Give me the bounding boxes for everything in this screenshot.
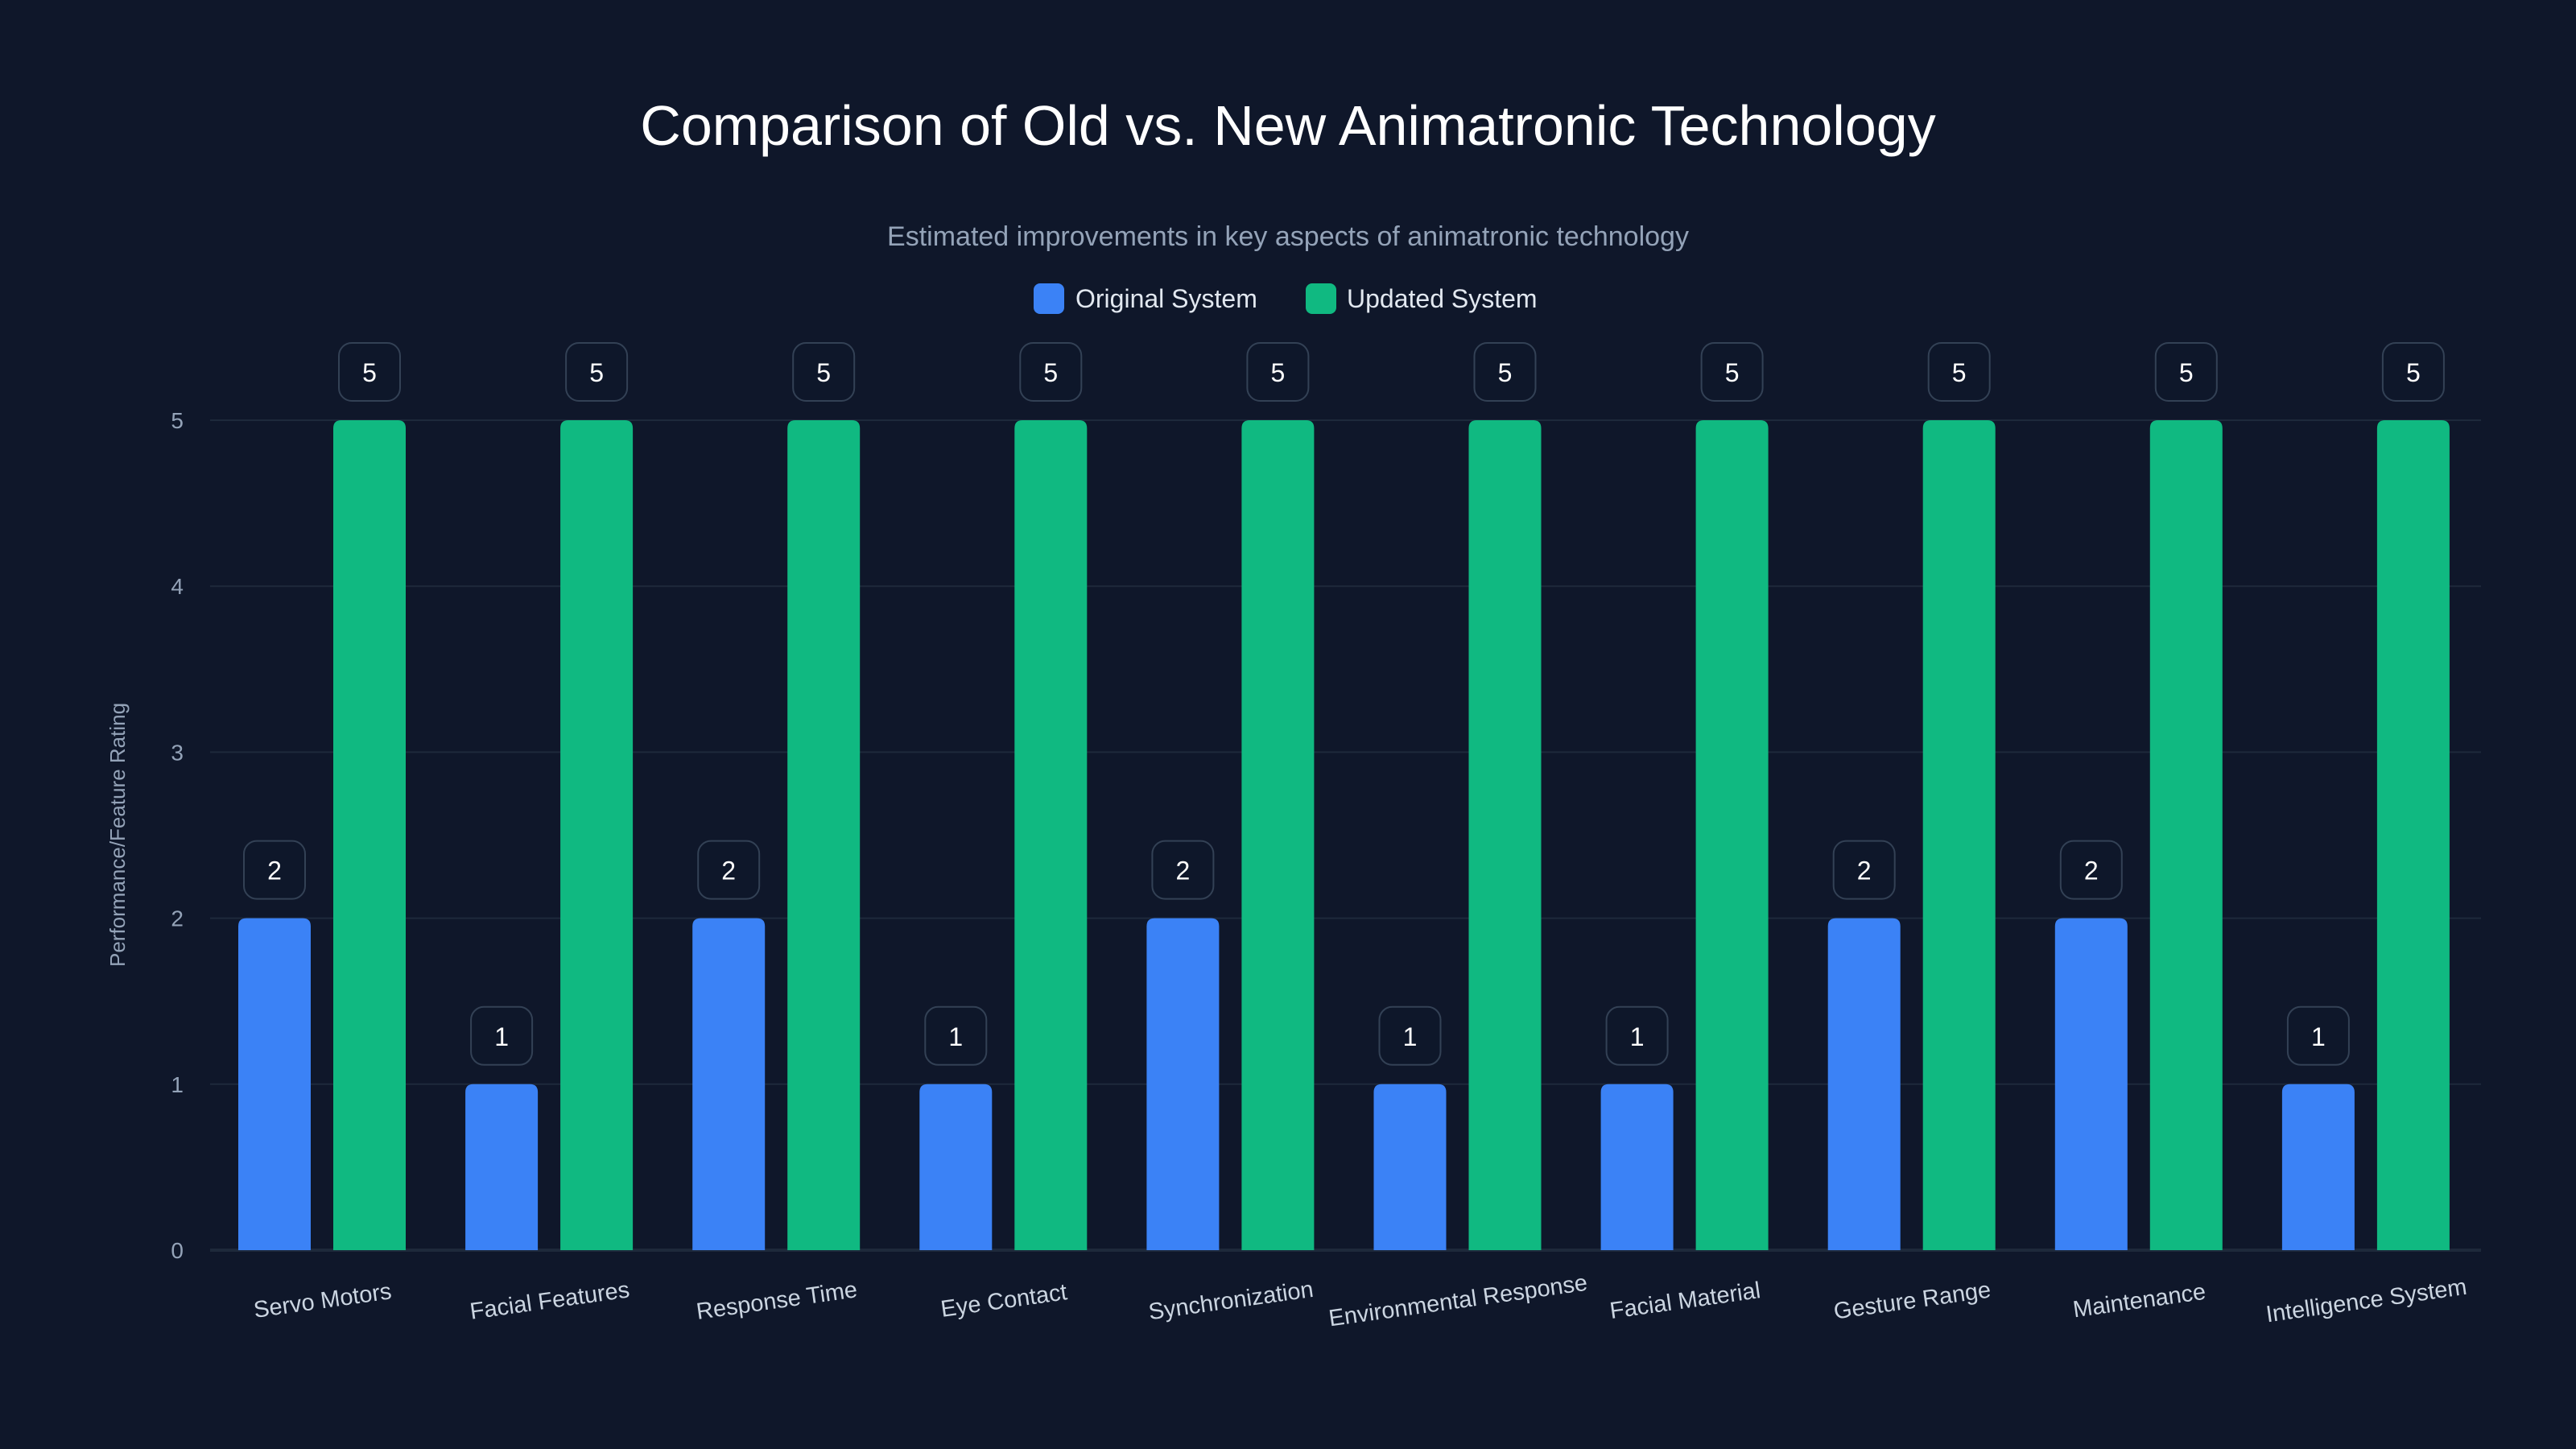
data-label: 2 <box>243 840 306 900</box>
data-label-box <box>1019 342 1083 402</box>
data-label-value: 2 <box>1176 857 1191 886</box>
bar-original[interactable] <box>1827 918 1901 1250</box>
data-label: 2 <box>1832 840 1896 900</box>
data-label: 5 <box>2154 342 2218 402</box>
data-label-value: 5 <box>1043 358 1058 387</box>
legend-label-original[interactable]: Original System <box>1075 284 1257 313</box>
y-tick-label: 0 <box>171 1238 184 1263</box>
data-label: 1 <box>924 1005 988 1066</box>
data-label: 5 <box>1473 342 1537 402</box>
data-label: 1 <box>2286 1005 2350 1066</box>
y-tick-label: 2 <box>171 906 184 931</box>
data-label-value: 5 <box>2179 358 2194 387</box>
chart-title: Comparison of Old vs. New Animatronic Te… <box>640 94 1935 157</box>
data-label-box <box>1605 1005 1669 1066</box>
bar-updated[interactable] <box>2149 420 2223 1250</box>
chart-subtitle: Estimated improvements in key aspects of… <box>887 221 1689 252</box>
data-label: 2 <box>697 840 761 900</box>
data-label: 1 <box>470 1005 534 1066</box>
data-label-box <box>1700 342 1764 402</box>
data-label: 5 <box>1019 342 1083 402</box>
bar-original[interactable] <box>919 1084 993 1250</box>
data-label-box <box>1473 342 1537 402</box>
data-label-box <box>565 342 629 402</box>
y-tick-label: 3 <box>171 740 184 765</box>
legend: Original System Updated System <box>1034 283 1538 314</box>
bar-updated[interactable] <box>1922 420 1996 1250</box>
data-label-value: 2 <box>2084 857 2099 886</box>
legend-swatch-original <box>1034 283 1064 314</box>
y-axis-title: Performance/Feature Rating <box>105 703 130 967</box>
data-label-value: 5 <box>362 358 377 387</box>
data-label-box <box>792 342 856 402</box>
data-label-value: 2 <box>267 857 282 886</box>
data-label: 5 <box>1246 342 1310 402</box>
bar-original[interactable] <box>238 918 311 1250</box>
bar-original[interactable] <box>2054 918 2128 1250</box>
y-tick-label: 4 <box>171 574 184 599</box>
data-label: 1 <box>1605 1005 1669 1066</box>
bar-original[interactable] <box>1146 918 1220 1250</box>
data-label-box <box>2154 342 2218 402</box>
data-label: 5 <box>1927 342 1991 402</box>
data-label-value: 2 <box>721 857 736 886</box>
data-label-value: 1 <box>494 1022 509 1051</box>
y-tick-label: 1 <box>171 1072 184 1097</box>
data-label-value: 5 <box>589 358 604 387</box>
data-label-box <box>2059 840 2123 900</box>
data-label-value: 5 <box>1952 358 1967 387</box>
data-label-box <box>338 342 401 402</box>
legend-swatch-updated <box>1306 283 1336 314</box>
data-label-box <box>924 1005 988 1066</box>
data-label-value: 1 <box>2311 1022 2326 1051</box>
bar-original[interactable] <box>692 918 766 1250</box>
data-label-box <box>470 1005 534 1066</box>
data-label: 5 <box>792 342 856 402</box>
data-label-value: 5 <box>2406 358 2421 387</box>
bar-updated[interactable] <box>1241 420 1315 1250</box>
bar-updated[interactable] <box>1014 420 1088 1250</box>
data-label: 5 <box>2381 342 2445 402</box>
bar-original[interactable] <box>1600 1084 1674 1250</box>
data-label: 5 <box>338 342 401 402</box>
data-label-box <box>1151 840 1215 900</box>
bar-updated[interactable] <box>2376 420 2450 1250</box>
data-label-value: 1 <box>948 1022 963 1051</box>
data-label: 5 <box>1700 342 1764 402</box>
data-label-value: 5 <box>1498 358 1513 387</box>
data-label-box <box>1832 840 1896 900</box>
legend-label-updated[interactable]: Updated System <box>1347 284 1538 313</box>
bar-updated[interactable] <box>1468 420 1542 1250</box>
bar-original[interactable] <box>1373 1084 1447 1250</box>
data-label: 2 <box>2059 840 2123 900</box>
data-label-box <box>1378 1005 1442 1066</box>
data-label-value: 5 <box>1725 358 1740 387</box>
y-tick-label: 5 <box>171 408 184 433</box>
data-label-box <box>243 840 306 900</box>
data-label-value: 1 <box>1403 1022 1418 1051</box>
data-label-box <box>1246 342 1310 402</box>
data-label-box <box>2286 1005 2350 1066</box>
bar-original[interactable] <box>2281 1084 2355 1250</box>
data-label-value: 5 <box>816 358 831 387</box>
data-label-value: 2 <box>1857 857 1872 886</box>
data-label-value: 1 <box>1630 1022 1645 1051</box>
bar-original[interactable] <box>465 1084 539 1250</box>
data-label-box <box>1927 342 1991 402</box>
bar-updated[interactable] <box>787 420 861 1250</box>
data-label: 1 <box>1378 1005 1442 1066</box>
data-label: 2 <box>1151 840 1215 900</box>
data-label-box <box>697 840 761 900</box>
bar-updated[interactable] <box>560 420 634 1250</box>
bar-updated[interactable] <box>1695 420 1769 1250</box>
bar-updated[interactable] <box>333 420 406 1250</box>
data-label-box <box>2381 342 2445 402</box>
data-label: 5 <box>565 342 629 402</box>
data-label-value: 5 <box>1271 358 1286 387</box>
